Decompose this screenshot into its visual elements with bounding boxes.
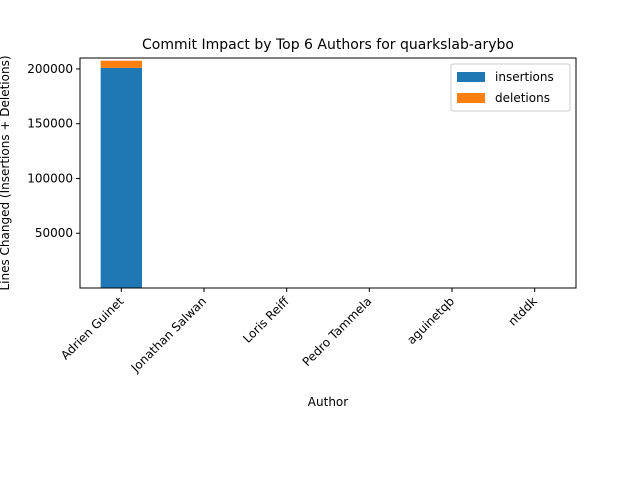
y-tick-label-1: 100000 — [27, 171, 73, 185]
legend-label-insertions: insertions — [495, 70, 554, 84]
bar-deletions-0 — [100, 60, 142, 68]
legend-label-deletions: deletions — [495, 91, 550, 105]
y-axis-title: Lines Changed (Insertions + Deletions) — [0, 55, 12, 290]
plot-area — [100, 60, 556, 288]
bar-insertions-0 — [100, 67, 142, 288]
y-tick-label-2: 150000 — [27, 117, 73, 131]
y-tick-label-0: 50000 — [35, 226, 73, 240]
x-axis-title: Author — [308, 395, 348, 409]
legend: insertions deletions — [450, 63, 571, 112]
legend-swatch-insertions — [457, 72, 485, 82]
plot-frame — [79, 57, 577, 289]
legend-swatch-deletions — [457, 93, 485, 103]
chart-title: Commit Impact by Top 6 Authors for quark… — [142, 37, 514, 53]
y-axis: 50000 100000 150000 200000 — [27, 62, 80, 240]
y-tick-label-3: 200000 — [27, 62, 73, 76]
